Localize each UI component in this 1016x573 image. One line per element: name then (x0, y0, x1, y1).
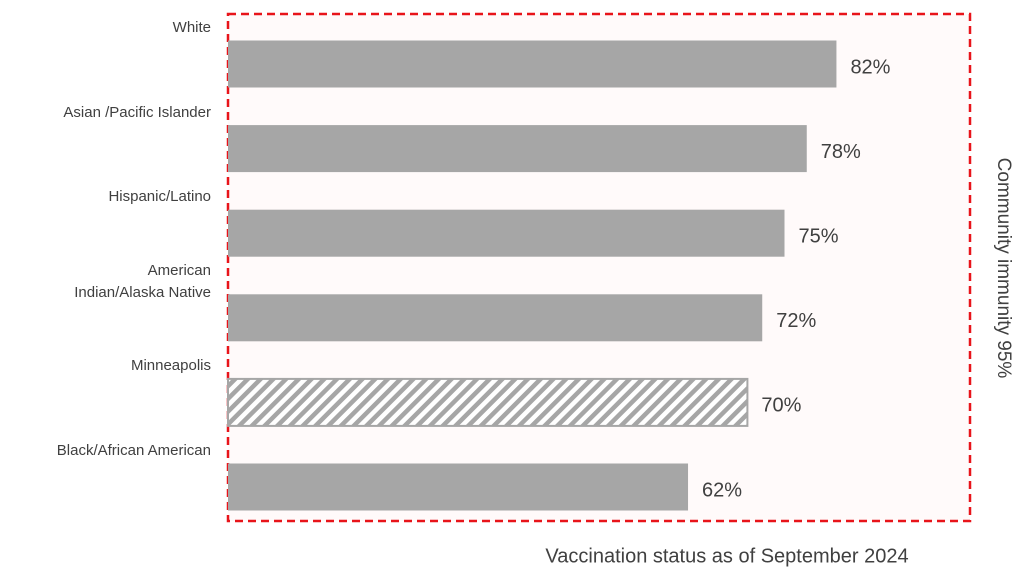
category-label: American Indian/Alaska Native (74, 261, 211, 301)
category-label: Minneapolis (130, 357, 211, 375)
bar (228, 40, 837, 88)
value-label: 82% (850, 56, 890, 78)
category-label: Hispanic/Latino (108, 188, 211, 206)
bar (228, 463, 689, 511)
value-label: 78% (821, 141, 861, 163)
threshold-label: Community immunity 95% (993, 158, 1014, 379)
bar (228, 125, 807, 173)
footnote: Vaccination status as of September 2024 (545, 545, 908, 567)
category-label: Asian /Pacific Islander (63, 103, 211, 121)
category-label: Black/African American (56, 442, 211, 459)
category-label: White (172, 19, 211, 36)
value-label: 75% (799, 225, 839, 247)
threshold-box (226, 12, 972, 523)
bar (228, 209, 785, 257)
value-label: 72% (776, 310, 816, 332)
value-label: 70% (761, 395, 801, 417)
value-label: 62% (702, 479, 742, 501)
bar (228, 294, 763, 342)
bar (227, 377, 749, 427)
